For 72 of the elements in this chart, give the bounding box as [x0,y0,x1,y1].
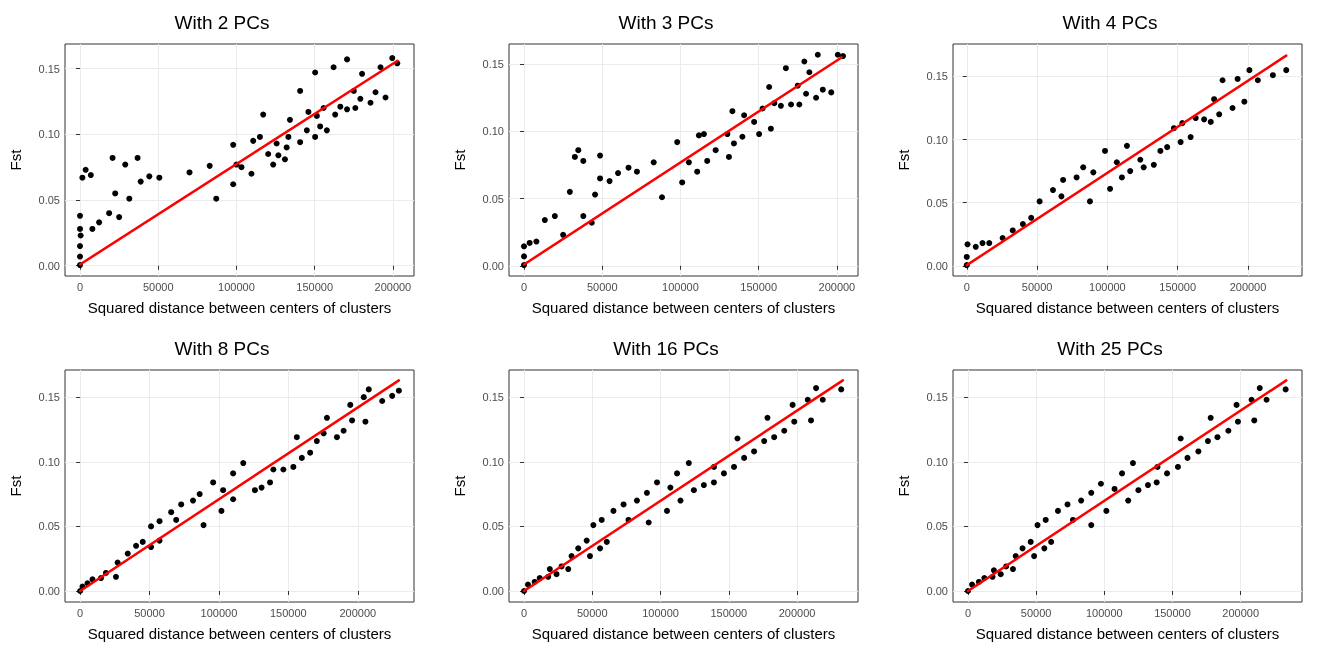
x-tick-label: 50000 [134,606,165,619]
y-tick-label: 0.15 [926,70,948,83]
y-axis-title: Fst [451,148,468,171]
x-tick-label: 200000 [818,280,856,293]
y-tick-label: 0.10 [926,455,948,468]
y-axis-title: Fst [7,148,24,171]
x-tick-label: 50000 [1020,606,1052,619]
y-tick-label: 0.10 [926,133,948,146]
x-tick-label: 150000 [1154,606,1191,619]
x-axis-title: Squared distance between centers of clusters [531,299,836,316]
y-tick-label: 0.15 [482,58,504,71]
x-tick-label: 100000 [200,606,238,619]
x-tick-label: 150000 [710,606,748,619]
chart-title: With 16 PCs [613,338,719,359]
x-tick-label: 50000 [586,280,618,293]
y-tick-label: 0.00 [482,259,504,272]
x-tick-label: 100000 [662,280,699,293]
x-tick-label: 0 [77,606,84,619]
x-tick-label: 100000 [218,280,255,293]
y-tick-label: 0.05 [38,194,60,207]
x-tick-label: 0 [963,280,970,293]
chart-title: With 3 PCs [618,12,714,33]
x-axis-title: Squared distance between centers of clusters [87,299,392,316]
y-tick-label: 0.15 [38,391,60,404]
y-tick-label: 0.05 [926,520,948,533]
y-tick-label: 0.00 [926,259,948,272]
y-tick-label: 0.05 [38,520,60,533]
x-tick-label: 100000 [642,606,679,619]
x-tick-label: 50000 [1021,280,1053,293]
y-tick-label: 0.10 [482,125,504,138]
y-tick-label: 0.10 [482,455,504,468]
x-tick-label: 150000 [1159,280,1197,293]
chart-title: With 2 PCs [174,12,270,33]
x-tick-label: 200000 [1229,280,1267,293]
x-tick-label: 0 [964,606,972,619]
y-axis-title: Fst [895,148,912,171]
y-tick-label: 0.15 [482,391,504,404]
x-tick-label: 0 [76,280,84,293]
chart-title: With 8 PCs [174,338,270,359]
x-tick-label: 100000 [1085,606,1123,619]
x-axis-title: Squared distance between centers of clusters [531,625,836,642]
x-axis-title: Squared distance between centers of clusters [975,299,1280,316]
y-tick-label: 0.15 [926,391,948,404]
y-tick-label: 0.15 [38,62,60,75]
y-axis-title: Fst [895,474,912,497]
y-tick-label: 0.05 [482,520,504,533]
x-tick-label: 200000 [1222,606,1260,619]
x-tick-label: 200000 [374,280,412,293]
x-tick-label: 150000 [270,606,307,619]
x-tick-label: 50000 [142,280,174,293]
y-tick-label: 0.10 [38,128,60,141]
x-tick-label: 200000 [778,606,816,619]
chart-title: With 25 PCs [1057,338,1163,359]
x-axis-title: Squared distance between centers of clusters [975,625,1280,642]
x-tick-label: 0 [520,280,528,293]
y-tick-label: 0.00 [38,585,60,598]
y-tick-label: 0.10 [38,455,60,468]
y-axis-title: Fst [451,474,468,497]
chart-title: With 4 PCs [1062,12,1158,33]
y-tick-label: 0.05 [926,196,948,209]
x-tick-label: 200000 [339,606,377,619]
y-tick-label: 0.00 [482,585,504,598]
x-axis-title: Squared distance between centers of clusters [87,625,392,642]
x-tick-label: 0 [520,606,528,619]
y-tick-label: 0.05 [482,192,504,205]
y-axis-title: Fst [7,474,24,497]
x-tick-label: 100000 [1089,280,1126,293]
x-tick-label: 50000 [576,606,608,619]
y-tick-label: 0.00 [926,585,948,598]
x-tick-label: 150000 [296,280,334,293]
y-tick-label: 0.00 [38,259,60,272]
x-tick-label: 150000 [740,280,778,293]
